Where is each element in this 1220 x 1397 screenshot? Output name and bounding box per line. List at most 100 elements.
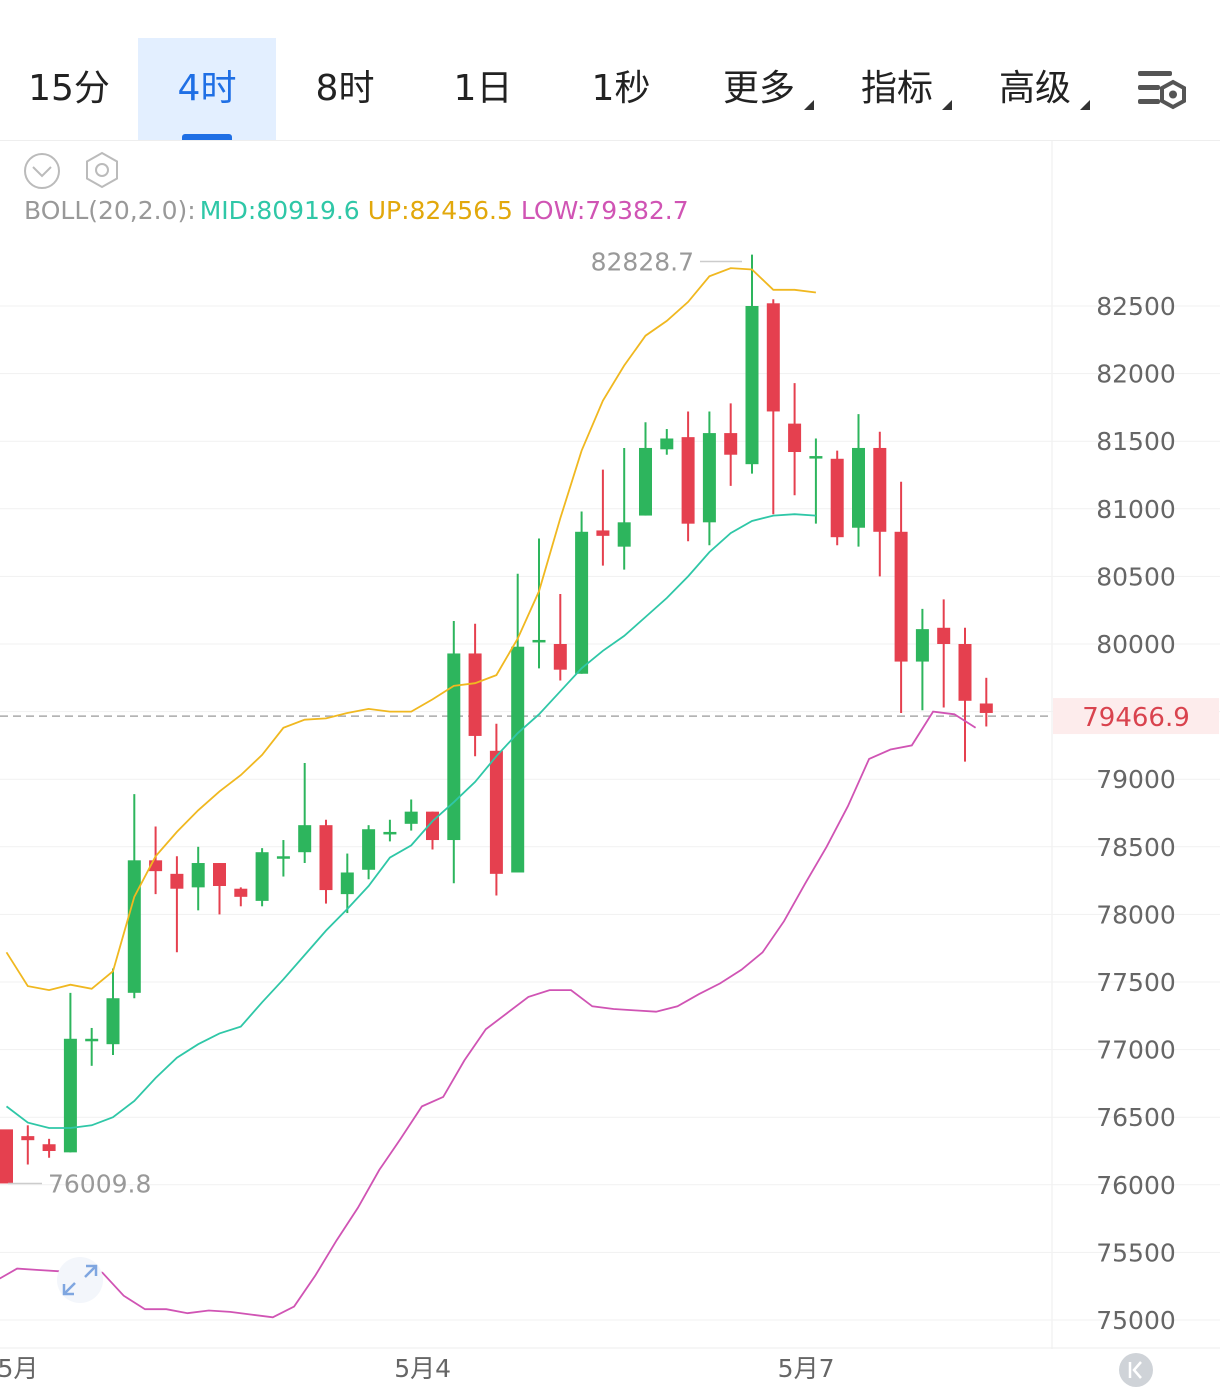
candle-body <box>276 856 290 859</box>
candle-body <box>170 873 184 889</box>
x-tick-label: 5月 <box>0 1354 38 1383</box>
candle-body <box>149 860 163 872</box>
boll-lower-line <box>0 710 977 1319</box>
tab-3[interactable]: 1日 <box>414 38 552 140</box>
candle-body <box>213 863 226 887</box>
candle-body <box>702 433 716 523</box>
candle-body <box>809 456 823 459</box>
x-tick-label: 5月4 <box>394 1354 451 1383</box>
tab-label: 4时 <box>177 68 237 109</box>
candle-body <box>617 522 631 547</box>
candle-body <box>447 653 461 841</box>
candle-body <box>937 627 951 644</box>
y-tick-label: 78000 <box>1096 900 1176 929</box>
tab-label: 8时 <box>315 68 375 109</box>
candle-body <box>915 629 929 662</box>
candle-body <box>681 437 695 524</box>
candle-body <box>830 458 844 538</box>
dropdown-caret-icon <box>942 100 952 110</box>
candle-body <box>873 447 887 532</box>
candle-body <box>319 825 333 891</box>
candle-body <box>383 831 397 835</box>
high-marker-label: 82828.7 <box>591 248 694 277</box>
y-tick-label: 77000 <box>1096 1036 1176 1065</box>
candle-body <box>234 888 248 897</box>
expand-arrows-icon[interactable] <box>56 1256 104 1304</box>
y-tick-label: 81000 <box>1096 495 1176 524</box>
candle-body <box>0 1129 13 1184</box>
candle-body <box>21 1136 35 1141</box>
candle-body <box>298 825 312 853</box>
y-tick-label: 82500 <box>1096 292 1176 321</box>
candle-body <box>362 829 376 870</box>
candle-body <box>511 646 525 873</box>
candle-body <box>85 1038 99 1042</box>
back-to-latest-icon[interactable] <box>1118 1352 1154 1388</box>
candle-body <box>106 998 120 1045</box>
tab-0[interactable]: 15分 <box>0 38 138 140</box>
candle-body <box>468 653 482 736</box>
candle-body <box>958 644 972 701</box>
candle-body <box>191 863 205 888</box>
tab-label: 指标 <box>860 68 933 109</box>
tab-label: 更多 <box>722 68 795 109</box>
boll-mid-value: MID:80919.6 <box>199 196 360 225</box>
candle-body <box>894 531 908 662</box>
tab-2[interactable]: 8时 <box>276 38 414 140</box>
candle-body <box>127 860 141 993</box>
candle-body <box>639 447 652 516</box>
tab-label: 15分 <box>28 68 110 109</box>
candle-body <box>852 447 865 528</box>
divider <box>0 140 1220 141</box>
dropdown-caret-icon <box>804 100 814 110</box>
y-tick-label: 78500 <box>1096 833 1176 862</box>
boll-indicator-legend: BOLL(20,2.0): MID:80919.6 UP:82456.5 LOW:79… <box>24 196 697 225</box>
candle-body <box>404 811 418 824</box>
candlestick-chart[interactable]: 75000 75500 76000 76500 77000 77500 78000 78500… <box>0 141 1220 1397</box>
y-tick-label: 80000 <box>1096 630 1176 659</box>
chart-settings-icon[interactable] <box>1136 68 1190 114</box>
candle-body <box>255 852 269 901</box>
tab-7[interactable]: 高级 <box>966 38 1104 140</box>
candle-body <box>745 306 759 465</box>
candle-body <box>553 644 567 670</box>
tab-5[interactable]: 更多 <box>690 38 828 140</box>
y-tick-label: 80500 <box>1096 562 1176 591</box>
candle-body <box>766 303 780 412</box>
candle-body <box>42 1144 56 1151</box>
candle-body <box>724 433 738 455</box>
boll-name: BOLL(20,2.0): <box>24 196 196 225</box>
candle-body <box>532 639 546 643</box>
tab-1[interactable]: 4时 <box>138 38 276 140</box>
low-marker-label: 76009.8 <box>48 1169 151 1198</box>
hexagon-gear-icon[interactable] <box>82 150 122 190</box>
y-tick-label: 76000 <box>1096 1171 1176 1200</box>
interval-tabs: 15分 4时 8时 1日 1秒 更多 指标 高级 <box>0 38 1220 140</box>
y-tick-label: 75500 <box>1096 1238 1176 1267</box>
tab-label: 1秒 <box>591 68 651 109</box>
dropdown-caret-icon <box>1080 100 1090 110</box>
y-tick-label: 77500 <box>1096 968 1176 997</box>
y-tick-label: 76500 <box>1096 1103 1176 1132</box>
current-price-badge <box>1053 698 1219 735</box>
candle-body <box>596 530 610 536</box>
candle-body <box>63 1038 77 1153</box>
boll-upper-line <box>5 267 817 992</box>
y-tick-label: 79000 <box>1096 765 1176 794</box>
active-tab-underline <box>182 134 232 140</box>
tab-label: 1日 <box>453 68 513 109</box>
candle-body <box>660 438 674 450</box>
current-price-label: 79466.9 <box>1082 703 1190 733</box>
y-tick-label: 81500 <box>1096 427 1176 456</box>
x-tick-label: 5月7 <box>778 1354 835 1383</box>
boll-up-value: UP:82456.5 <box>367 196 513 225</box>
tab-label: 高级 <box>998 68 1071 109</box>
y-tick-label: 75000 <box>1096 1306 1176 1335</box>
tab-4[interactable]: 1秒 <box>552 38 690 140</box>
candle-body <box>340 872 354 895</box>
tab-6[interactable]: 指标 <box>828 38 966 140</box>
candle-body <box>979 703 993 713</box>
y-tick-label: 82000 <box>1096 360 1176 389</box>
boll-low-value: LOW:79382.7 <box>520 196 689 225</box>
chevron-down-circle-icon[interactable] <box>22 151 62 191</box>
